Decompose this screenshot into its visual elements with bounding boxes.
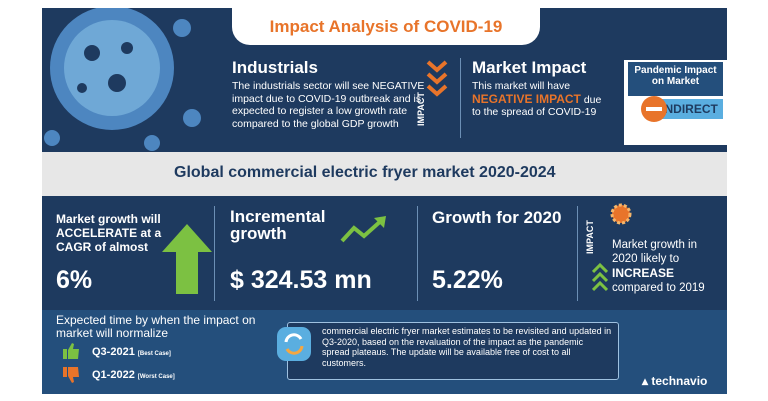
- pandemic-box: Pandemic Impact on Market INDIRECT: [624, 60, 727, 145]
- thumb-up: [63, 343, 79, 359]
- normalize-heading: Expected time by when the impact on mark…: [56, 313, 256, 340]
- virus-art: [44, 8, 201, 151]
- worst-case: Q1-2022 [Worst Case]: [92, 369, 175, 381]
- impact-label: IMPACT: [585, 220, 595, 254]
- separator: [460, 58, 461, 138]
- refresh-icon: [277, 327, 311, 361]
- stat-value: 6%: [56, 266, 93, 294]
- stat-value: 5.22%: [432, 266, 503, 294]
- best-case: Q3-2021 [Best Case]: [92, 346, 171, 358]
- banner: Global commercial electric fryer market …: [42, 152, 727, 196]
- trend-icon: [340, 216, 386, 243]
- impact-label: IMPACT: [416, 92, 426, 126]
- banner-title: Global commercial electric fryer market …: [174, 164, 556, 181]
- stat-text: Market growth will ACCELERATE at a CAGR …: [56, 212, 162, 254]
- up-chevrons: [592, 262, 608, 292]
- stat-value: $ 324.53 mn: [230, 266, 372, 294]
- text: This market will have: [472, 80, 571, 92]
- text: due to the spread of COVID-19: [472, 93, 602, 119]
- growth-impact-text: Market growth in 2020 likely to INCREASE…: [612, 238, 724, 295]
- brand: ▴ technavio: [642, 374, 708, 388]
- market-impact-heading: Market Impact: [472, 58, 587, 77]
- separator: [417, 206, 418, 301]
- sun-icon: [610, 203, 632, 225]
- top-panel: Impact Analysis of COVID-19 Industrials …: [42, 8, 727, 152]
- industrials-text: The industrials sector will see NEGATIVE…: [232, 80, 425, 130]
- stats-panel: Market growth will ACCELERATE at a CAGR …: [42, 196, 727, 310]
- note-box: commercial electric fryer market estimat…: [287, 322, 619, 380]
- tag: [Worst Case]: [137, 374, 175, 380]
- thumb-down: [63, 367, 79, 383]
- separator: [577, 206, 578, 301]
- tag: [Best Case]: [137, 351, 171, 357]
- quarter: Q3-2021: [92, 346, 135, 358]
- title: Impact Analysis of COVID-19: [232, 8, 540, 45]
- pandemic-heading: Pandemic Impact on Market: [628, 62, 723, 96]
- down-arrows: [426, 60, 448, 97]
- highlight: NEGATIVE IMPACT: [472, 91, 581, 106]
- pandemic-value: INDIRECT: [656, 99, 723, 119]
- stat-heading: Growth for 2020: [432, 208, 562, 227]
- separator: [214, 206, 215, 301]
- industrials-heading: Industrials: [232, 58, 318, 77]
- up-arrow: [162, 224, 212, 294]
- text: Market growth in 2020 likely to: [612, 239, 698, 265]
- minus-icon: [641, 96, 667, 122]
- text: compared to 2019: [612, 282, 705, 294]
- stat-heading: Incremental growth: [230, 207, 326, 243]
- market-impact-text: This market will have NEGATIVE IMPACT du…: [472, 80, 607, 119]
- quarter: Q1-2022: [92, 369, 135, 381]
- highlight: INCREASE: [612, 266, 675, 280]
- brand-name: technavio: [651, 374, 708, 388]
- note-text: commercial electric fryer market estimat…: [322, 326, 612, 368]
- outlook-panel: Expected time by when the impact on mark…: [42, 310, 727, 394]
